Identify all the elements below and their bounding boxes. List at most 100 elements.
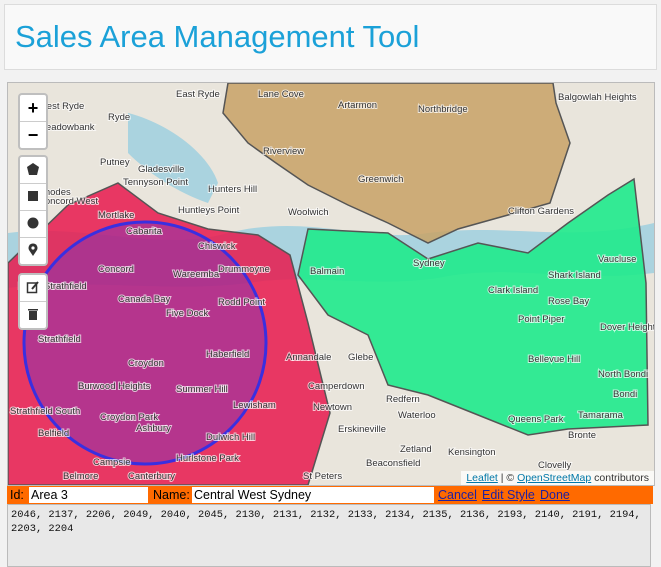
map-label: Shark Island xyxy=(548,270,601,281)
name-input[interactable]: Central West Sydney xyxy=(192,487,434,503)
map-label: Chiswick xyxy=(198,241,236,252)
map-label: Vaucluse xyxy=(598,254,636,265)
map-label: Bondi xyxy=(613,389,637,400)
map-label: Clifton Gardens xyxy=(508,206,574,217)
map-label: Bellevue Hill xyxy=(528,354,580,365)
map-label: Newtown xyxy=(313,402,352,413)
page-title: Sales Area Management Tool xyxy=(15,19,420,54)
name-label: Name: xyxy=(153,488,190,502)
map-label: Cabarita xyxy=(126,226,163,237)
map-label: Zetland xyxy=(400,444,432,455)
map-label: East Ryde xyxy=(176,89,220,100)
map-label: Croydon xyxy=(128,358,164,369)
map-label: Annandale xyxy=(286,352,331,363)
map-label: West Ryde xyxy=(38,101,84,112)
map-label: Glebe xyxy=(348,352,373,363)
map-label: Camperdown xyxy=(308,381,365,392)
leaflet-link[interactable]: Leaflet xyxy=(466,472,498,484)
map-label: Strathfield xyxy=(38,334,81,345)
cancel-link[interactable]: Cancel xyxy=(438,488,477,502)
area-circle[interactable] xyxy=(22,220,268,466)
edit-layers[interactable] xyxy=(20,275,46,302)
map-label: Dover Heights xyxy=(600,322,654,333)
map-label: Queens Park xyxy=(508,414,564,425)
map-label: Campsie xyxy=(93,457,131,468)
id-input[interactable]: Area 3 xyxy=(29,487,148,503)
map-label: Meadowbank xyxy=(38,122,95,133)
map-label: Canada Bay xyxy=(118,294,171,305)
map-label: Riverview xyxy=(263,146,304,157)
area-north[interactable] xyxy=(222,83,571,244)
map-label: Ryde xyxy=(108,112,130,123)
map-label: Strathfield South xyxy=(10,406,80,417)
map-label: Hurlstone Park xyxy=(176,453,239,464)
map-label: Haberfield xyxy=(206,349,249,360)
map-label: Belfield xyxy=(38,428,69,439)
map-label: Huntleys Point xyxy=(178,205,240,216)
map-label: Mortlake xyxy=(98,210,134,221)
zoom-in[interactable]: + xyxy=(20,95,46,122)
done-link[interactable]: Done xyxy=(540,488,570,502)
map-label: Putney xyxy=(100,157,130,168)
attribution-separator: | © xyxy=(500,472,515,484)
zoom-out[interactable]: − xyxy=(27,125,39,145)
map-label: Bronte xyxy=(568,430,596,441)
draw-toolbar xyxy=(18,155,48,266)
draw-circle[interactable] xyxy=(20,211,46,238)
postcodes-textarea[interactable]: 2046, 2137, 2206, 2049, 2040, 2045, 2130… xyxy=(7,504,651,567)
map-label: Point Piper xyxy=(518,314,564,325)
map-label: Artarmon xyxy=(338,100,377,111)
map-label: Canterbury xyxy=(128,471,175,482)
map-label: Lewisham xyxy=(233,400,276,411)
map-label: Dulwich Hill xyxy=(206,432,255,443)
map-label: Five Dock xyxy=(166,308,208,319)
map-label: Rodd Point xyxy=(218,297,265,308)
map-label: Drummoyne xyxy=(218,264,270,275)
map-label: Erskineville xyxy=(338,424,386,435)
id-label: Id: xyxy=(10,488,24,502)
edit-toolbar xyxy=(18,273,48,330)
map-label: Balmain xyxy=(310,266,344,277)
map[interactable]: West Ryde Ryde Meadowbank East Ryde Lane Cov… xyxy=(7,82,655,486)
map-label: Summer Hill xyxy=(176,384,228,395)
draw-polygon[interactable] xyxy=(20,157,46,184)
map-label: Wareemba xyxy=(173,269,220,280)
attribution-text: contributors xyxy=(594,472,649,484)
draw-marker[interactable] xyxy=(20,238,46,264)
map-label: Waterloo xyxy=(398,410,436,421)
header: Sales Area Management Tool xyxy=(4,4,657,70)
edit-bar: Id: Area 3 Name: Central West Sydney Can… xyxy=(7,486,653,504)
map-label: Redfern xyxy=(386,394,420,405)
map-canvas: West Ryde Ryde Meadowbank East Ryde Lane Cov… xyxy=(8,83,654,485)
map-label: Croydon Park xyxy=(100,412,158,423)
water xyxy=(128,113,218,203)
map-label: Balgowlah Heights xyxy=(558,92,637,103)
map-label: St Peters xyxy=(303,471,342,482)
zoom-control: + − xyxy=(18,93,48,150)
map-label: Ashbury xyxy=(136,423,171,434)
map-label: Concord West xyxy=(38,196,98,207)
area-east[interactable] xyxy=(297,177,649,436)
area-west[interactable] xyxy=(8,182,331,485)
map-label: Belmore xyxy=(63,471,98,482)
map-label: Gladesville xyxy=(138,164,184,175)
map-label: Rose Bay xyxy=(548,296,589,307)
map-label: Hunters Hill xyxy=(208,184,257,195)
map-label: North Bondi xyxy=(598,369,648,380)
map-label: Greenwich xyxy=(358,174,403,185)
delete-layers[interactable] xyxy=(20,302,46,328)
map-label: Tamarama xyxy=(578,410,624,421)
map-label: Concord xyxy=(98,264,134,275)
attribution: Leaflet | © OpenStreetMap contributors xyxy=(461,471,654,485)
map-label: Clovelly xyxy=(538,460,572,471)
edit-style-link[interactable]: Edit Style xyxy=(482,488,535,502)
map-label: Northbridge xyxy=(418,104,468,115)
map-label: Lane Cove xyxy=(258,89,304,100)
draw-rectangle[interactable] xyxy=(20,184,46,211)
map-label: Woolwich xyxy=(288,207,328,218)
map-label: Clark Island xyxy=(488,285,538,296)
map-label: Sydney xyxy=(413,258,445,269)
map-label: Burwood Heights xyxy=(78,381,151,392)
osm-link[interactable]: OpenStreetMap xyxy=(517,472,592,484)
